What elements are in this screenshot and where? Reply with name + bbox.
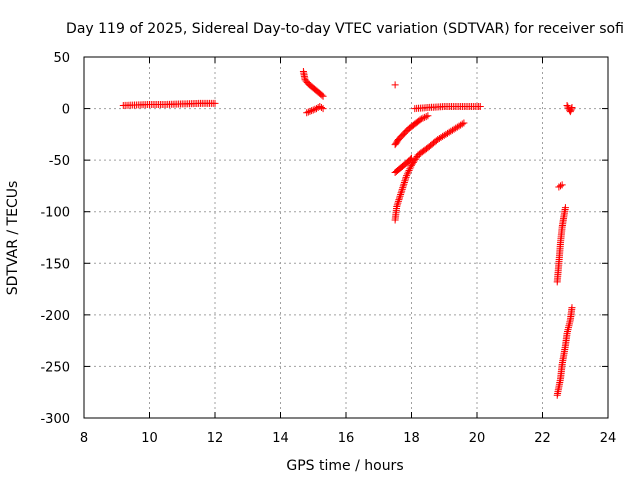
y-tick-label: 0 <box>62 103 70 118</box>
data-point-plus <box>402 173 410 181</box>
data-point-plus <box>404 168 412 176</box>
y-axis-tick-labels: 50 0 -50 -100 -150 -200 -250 -300 <box>40 51 70 427</box>
data-point-plus <box>397 191 405 199</box>
data-point-plus <box>309 106 317 114</box>
data-point-plus <box>561 204 569 212</box>
data-points <box>119 67 576 399</box>
x-tick-label: 8 <box>80 431 88 446</box>
x-tick-label: 18 <box>403 431 420 446</box>
data-point-plus <box>393 201 401 209</box>
y-tick-label: -100 <box>40 206 70 221</box>
x-tick-label: 20 <box>469 431 486 446</box>
data-point-plus <box>567 105 575 113</box>
data-point-plus <box>405 166 413 174</box>
y-tick-label: -200 <box>40 309 70 324</box>
data-point-plus <box>395 196 403 204</box>
data-point-plus <box>304 108 312 116</box>
data-point-plus <box>306 107 314 115</box>
x-tick-label: 24 <box>600 431 617 446</box>
y-tick-label: -50 <box>49 154 70 169</box>
data-point-plus <box>399 184 407 192</box>
data-point-plus <box>460 119 468 127</box>
y-tick-label: -150 <box>40 257 70 272</box>
data-point-plus <box>557 182 565 190</box>
grid-lines <box>84 57 608 418</box>
data-point-plus <box>308 107 316 115</box>
data-point-plus <box>317 104 325 112</box>
data-point-plus <box>422 113 430 121</box>
data-point-plus <box>403 172 411 180</box>
data-point-plus <box>568 304 576 312</box>
data-point-plus <box>394 197 402 205</box>
data-point-plus <box>568 104 576 112</box>
data-point-plus <box>319 105 327 113</box>
data-point-plus <box>311 105 319 113</box>
data-point-plus <box>399 182 407 190</box>
data-point-plus <box>406 165 414 173</box>
data-point-plus <box>394 199 402 207</box>
data-point-plus <box>564 103 572 111</box>
data-point-plus <box>421 113 429 121</box>
data-point-plus <box>398 187 406 195</box>
data-point-plus <box>424 112 432 120</box>
data-point-plus <box>403 170 411 178</box>
data-point-plus <box>318 91 326 99</box>
x-axis-label: GPS time / hours <box>286 458 403 474</box>
data-point-plus <box>563 101 571 109</box>
data-point-plus <box>476 103 484 111</box>
data-point-plus <box>303 109 311 117</box>
data-point-plus <box>419 114 427 122</box>
x-tick-label: 10 <box>141 431 158 446</box>
x-axis-tick-labels: 8 10 12 14 16 18 20 22 24 <box>80 431 616 446</box>
data-point-plus <box>558 181 566 189</box>
data-point-plus <box>416 116 424 124</box>
data-point-plus <box>400 178 408 186</box>
x-tick-label: 16 <box>338 431 355 446</box>
data-point-plus <box>407 163 415 171</box>
data-point-plus <box>401 175 409 183</box>
data-point-plus <box>458 120 466 128</box>
x-tick-label: 22 <box>534 431 551 446</box>
data-point-plus <box>211 99 219 107</box>
y-tick-label: -250 <box>40 360 70 375</box>
data-point-plus <box>397 189 405 197</box>
y-tick-label: -300 <box>40 412 70 427</box>
x-tick-label: 12 <box>207 431 224 446</box>
chart-title: Day 119 of 2025, Sidereal Day-to-day VTE… <box>66 21 624 37</box>
data-point-plus <box>417 115 425 123</box>
axis-ticks <box>83 56 609 419</box>
y-tick-label: 50 <box>53 51 70 66</box>
data-point-plus <box>319 92 327 100</box>
data-point-plus <box>401 177 409 185</box>
data-point-plus <box>396 192 404 200</box>
data-point-plus <box>400 180 408 188</box>
y-axis-label: SDTVAR / TECUs <box>5 181 21 296</box>
x-tick-label: 14 <box>272 431 289 446</box>
data-point-plus <box>391 81 399 89</box>
data-point-plus <box>395 194 403 202</box>
data-point-plus <box>398 185 406 193</box>
data-point-plus <box>393 203 401 211</box>
